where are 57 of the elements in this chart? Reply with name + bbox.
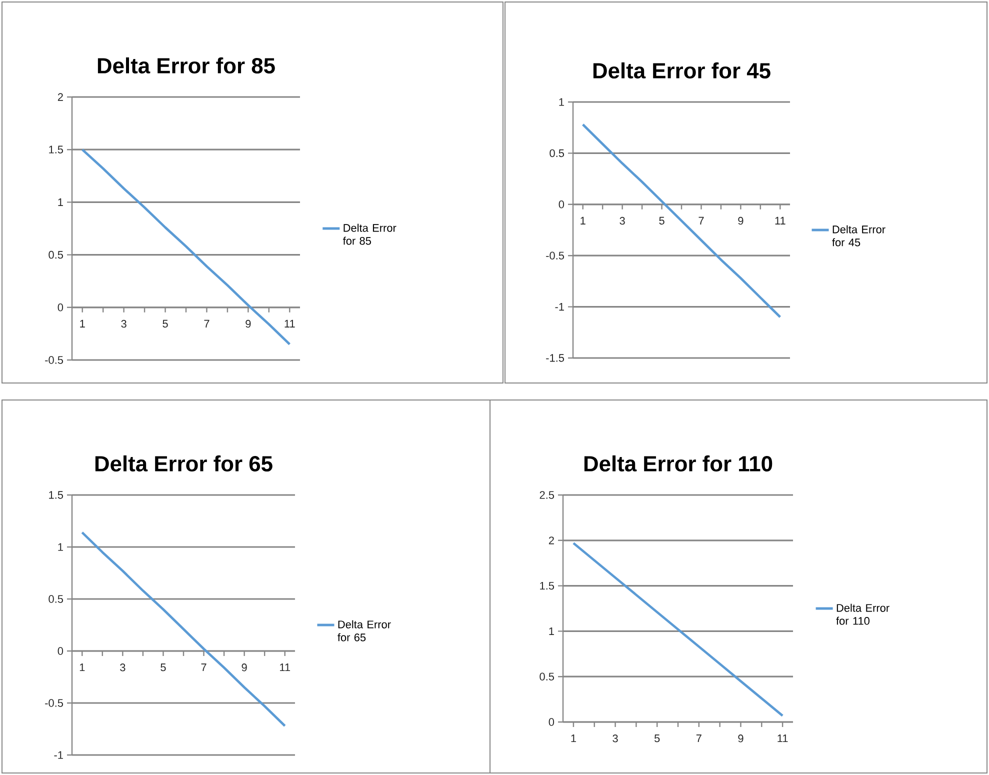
x-tick-label: 11 (775, 216, 786, 224)
legend-label: Delta Error for 45 (832, 225, 886, 246)
line-series (572, 542, 784, 717)
y-tick-label: 0.5 (48, 250, 64, 259)
x-tick-label: 3 (612, 734, 618, 742)
x-tick-label: 9 (738, 734, 744, 742)
y-tick-label: 1 (549, 627, 554, 635)
y-tick-label: 1 (58, 543, 63, 551)
y-tick-label: 1 (559, 98, 564, 106)
y-tick-label: -0.5 (546, 252, 564, 260)
y-tick-label: 1.5 (49, 491, 64, 499)
y-tick-label: 1 (58, 198, 63, 206)
x-tick-label: 1 (571, 734, 576, 742)
y-tick-label: -1 (555, 303, 564, 311)
chart-title: Delta Error for 85 (98, 57, 275, 74)
x-tick-label: 9 (738, 216, 744, 225)
y-tick-label: 0.5 (550, 149, 564, 158)
y-tick-label: -0.5 (45, 699, 64, 707)
x-tick-label: 3 (121, 320, 126, 328)
y-tick-label: 0.5 (48, 595, 64, 603)
y-tick-label: 0 (548, 718, 554, 726)
legend-label: Delta Error for 85 (342, 224, 396, 245)
y-tick-label: 2 (58, 93, 63, 101)
x-tick-label: 7 (201, 664, 206, 672)
y-tick-label: 0 (58, 647, 64, 655)
chart-title: Delta Error for 110 (584, 455, 772, 472)
y-tick-label: -0.5 (45, 356, 64, 364)
legend-label: Delta Error for 110 (836, 604, 890, 625)
x-tick-label: 11 (280, 664, 290, 672)
y-tick-label: 1.5 (540, 582, 554, 590)
x-tick-label: 1 (80, 664, 85, 672)
x-tick-label: 5 (162, 320, 168, 328)
legend-label: Delta Error for 65 (338, 620, 391, 642)
y-tick-label: -1.5 (546, 354, 564, 362)
y-tick-label: 0 (558, 200, 564, 208)
y-tick-label: 2.5 (540, 491, 554, 499)
x-tick-label: 7 (204, 320, 210, 328)
x-tick-label: 5 (654, 734, 660, 742)
x-tick-label: 1 (580, 216, 586, 224)
x-tick-label: 7 (696, 734, 702, 742)
x-tick-label: 5 (160, 664, 166, 672)
x-tick-label: 11 (778, 734, 788, 742)
x-tick-label: 5 (659, 216, 664, 225)
chart-title: Delta Error for 45 (593, 62, 770, 78)
x-tick-label: 7 (698, 216, 704, 224)
x-tick-label: 9 (242, 664, 247, 672)
x-tick-label: 1 (80, 320, 85, 328)
x-tick-label: 11 (284, 320, 295, 328)
y-tick-label: 2 (548, 536, 554, 544)
y-tick-label: 0 (58, 304, 64, 312)
x-tick-label: 3 (620, 216, 625, 225)
y-tick-label: 1.5 (49, 146, 64, 154)
y-tick-label: -1 (54, 751, 63, 759)
x-tick-label: 9 (246, 320, 251, 328)
chart-title: Delta Error for 65 (95, 455, 272, 472)
y-tick-label: 0.5 (540, 672, 554, 680)
x-tick-label: 3 (120, 664, 126, 672)
